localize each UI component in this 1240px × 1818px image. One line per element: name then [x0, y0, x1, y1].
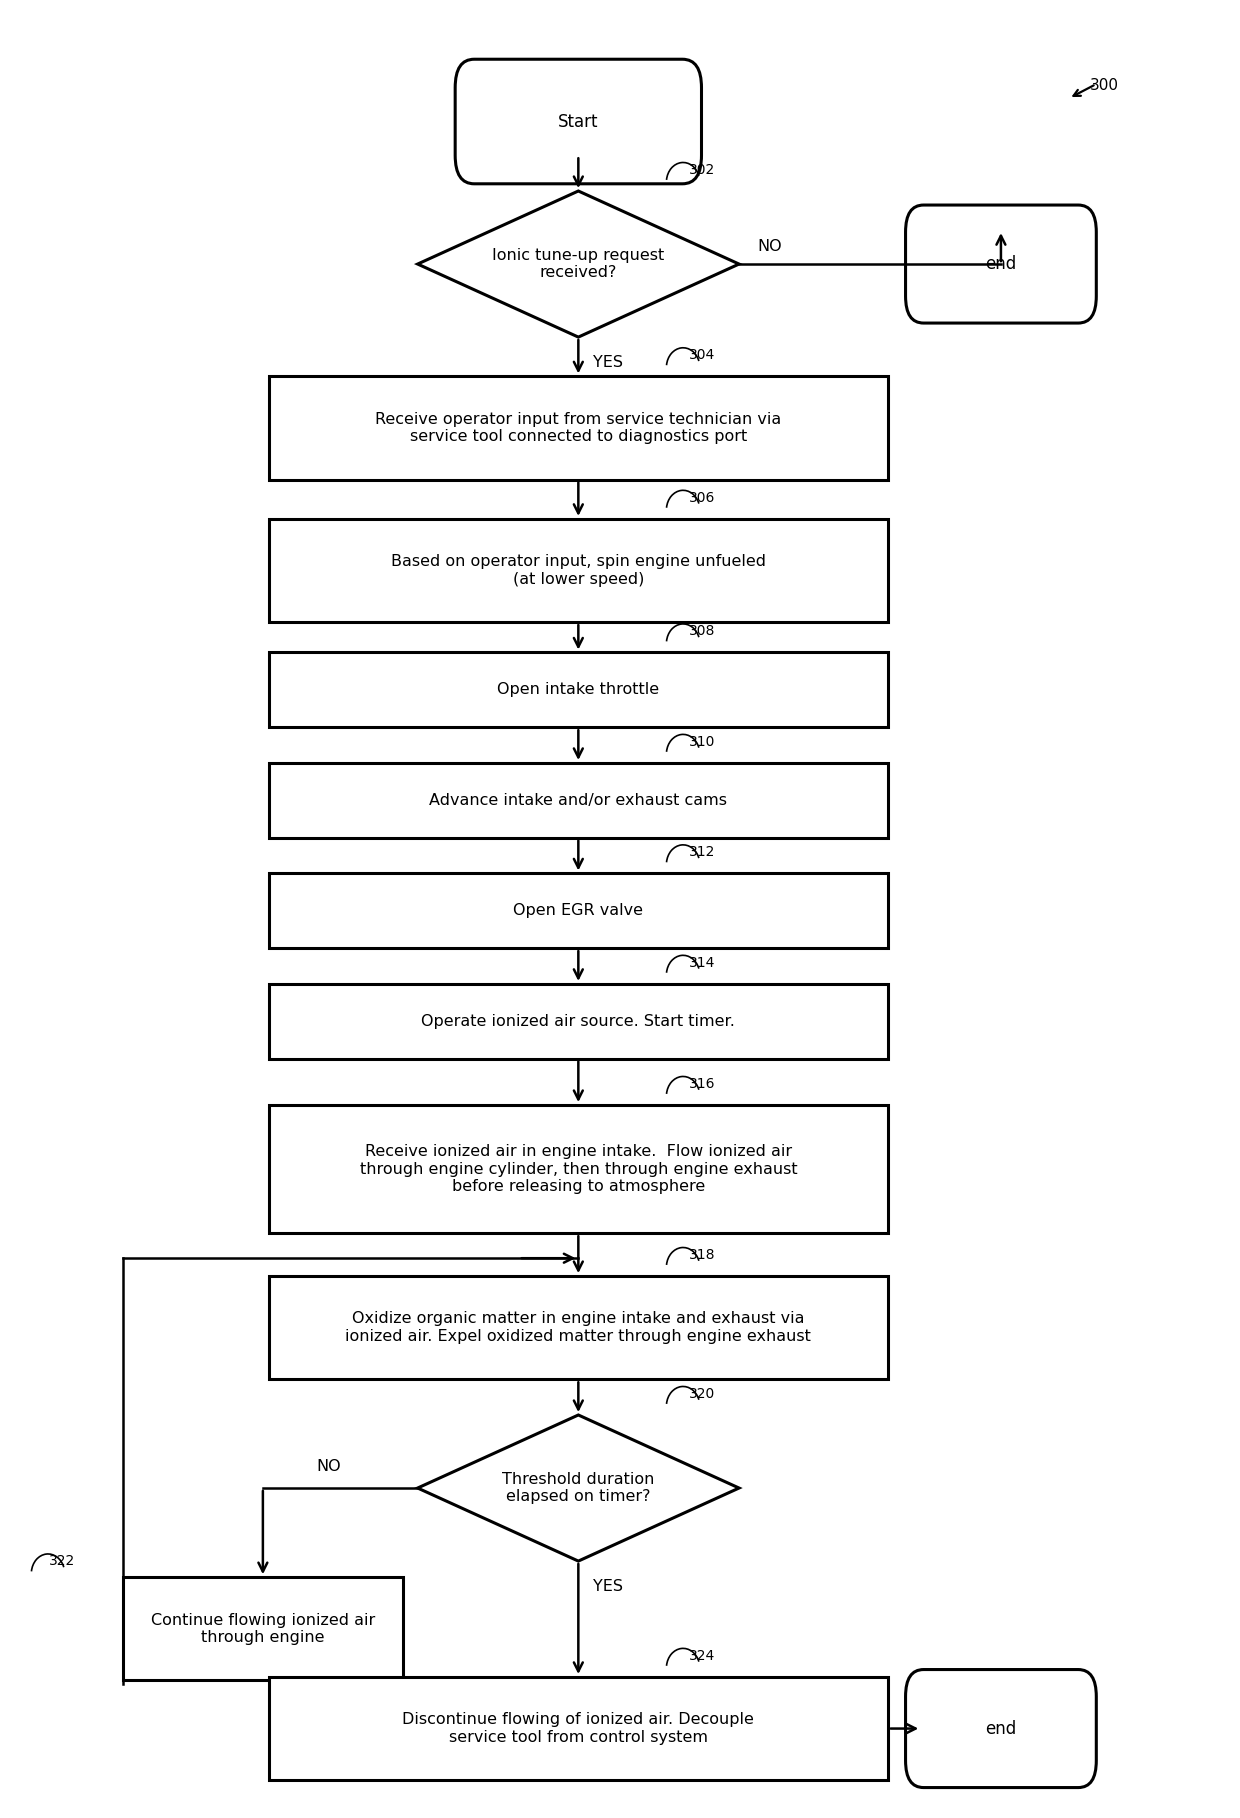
Text: Receive ionized air in engine intake.  Flow ionized air
through engine cylinder,: Receive ionized air in engine intake. Fl…: [360, 1144, 797, 1194]
FancyBboxPatch shape: [905, 205, 1096, 324]
Text: 314: 314: [689, 956, 715, 969]
Text: 316: 316: [689, 1076, 715, 1091]
Text: Ionic tune-up request
received?: Ionic tune-up request received?: [492, 247, 665, 280]
Text: NO: NO: [316, 1460, 341, 1474]
Bar: [269, 1276, 888, 1380]
Text: Receive operator input from service technician via
service tool connected to dia: Receive operator input from service tech…: [376, 411, 781, 444]
Text: Oxidize organic matter in engine intake and exhaust via
ionized air. Expel oxidi: Oxidize organic matter in engine intake …: [346, 1311, 811, 1344]
Text: 310: 310: [689, 734, 715, 749]
Bar: [123, 1578, 403, 1680]
Bar: [269, 518, 888, 622]
Text: 308: 308: [689, 624, 715, 638]
Text: 324: 324: [689, 1649, 715, 1663]
Text: 304: 304: [689, 347, 715, 362]
Text: Operate ionized air source. Start timer.: Operate ionized air source. Start timer.: [422, 1014, 735, 1029]
Bar: [269, 653, 888, 727]
Text: 300: 300: [1090, 78, 1120, 93]
Text: Open EGR valve: Open EGR valve: [513, 904, 644, 918]
Text: NO: NO: [756, 238, 781, 255]
Text: Discontinue flowing of ionized air. Decouple
service tool from control system: Discontinue flowing of ionized air. Deco…: [403, 1713, 754, 1745]
Bar: [269, 1105, 888, 1233]
Text: Continue flowing ionized air
through engine: Continue flowing ionized air through eng…: [151, 1613, 374, 1645]
Bar: [269, 1676, 888, 1780]
Bar: [269, 873, 888, 949]
Text: YES: YES: [593, 355, 622, 369]
Text: Start: Start: [558, 113, 599, 131]
Text: 318: 318: [689, 1247, 715, 1262]
Text: 306: 306: [689, 491, 715, 505]
Text: 312: 312: [689, 845, 715, 860]
Text: Open intake throttle: Open intake throttle: [497, 682, 660, 698]
Polygon shape: [418, 1414, 739, 1562]
Text: YES: YES: [593, 1578, 622, 1594]
Text: Advance intake and/or exhaust cams: Advance intake and/or exhaust cams: [429, 793, 728, 807]
Bar: [269, 376, 888, 480]
Bar: [269, 984, 888, 1058]
Text: Threshold duration
elapsed on timer?: Threshold duration elapsed on timer?: [502, 1473, 655, 1503]
Bar: [269, 764, 888, 838]
FancyBboxPatch shape: [905, 1669, 1096, 1787]
Text: Based on operator input, spin engine unfueled
(at lower speed): Based on operator input, spin engine unf…: [391, 554, 766, 587]
Text: end: end: [986, 1720, 1017, 1738]
Text: end: end: [986, 255, 1017, 273]
FancyBboxPatch shape: [455, 60, 702, 184]
Text: 302: 302: [689, 164, 715, 176]
Polygon shape: [418, 191, 739, 336]
Text: 320: 320: [689, 1387, 715, 1400]
Text: 322: 322: [50, 1554, 76, 1569]
